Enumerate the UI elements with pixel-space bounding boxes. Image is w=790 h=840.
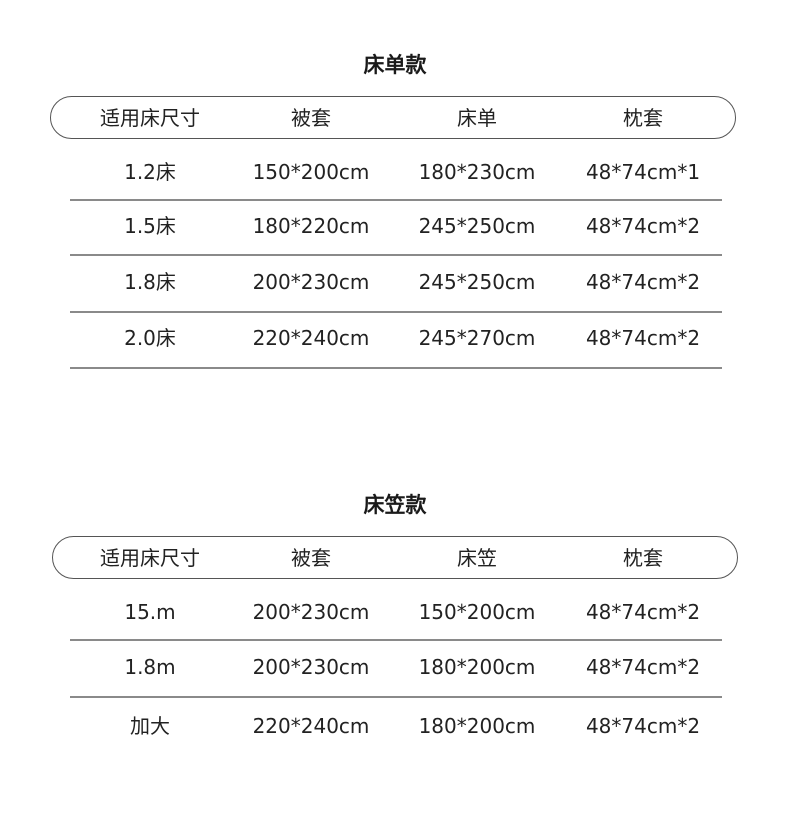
table-cell: 48*74cm*2 (585, 270, 701, 294)
table-cell: 48*74cm*2 (585, 655, 701, 679)
header-cell: 被套 (291, 106, 331, 130)
table-cell: 245*250cm (418, 270, 536, 294)
table-cell: 200*230cm (252, 270, 370, 294)
header-cell: 适用床尺寸 (100, 546, 200, 570)
table-title: 床单款 (363, 53, 427, 77)
table-cell: 48*74cm*1 (585, 160, 701, 184)
header-cell: 被套 (291, 546, 331, 570)
row-divider (70, 639, 722, 641)
table-cell: 200*230cm (252, 600, 370, 624)
table-cell: 245*270cm (418, 326, 536, 350)
table-header (50, 96, 736, 139)
table-cell: 245*250cm (418, 214, 536, 238)
row-divider (70, 254, 722, 256)
table-header (52, 536, 738, 579)
row-divider (70, 696, 722, 698)
table-cell: 220*240cm (252, 326, 370, 350)
table-cell: 200*230cm (252, 655, 370, 679)
table-cell: 150*200cm (418, 600, 536, 624)
row-divider (70, 311, 722, 313)
table-title: 床笠款 (363, 493, 427, 517)
header-cell: 床单 (457, 106, 497, 130)
table-cell: 48*74cm*2 (585, 214, 701, 238)
table-cell: 180*230cm (418, 160, 536, 184)
table-cell: 1.2床 (124, 160, 176, 184)
table-cell: 180*200cm (418, 655, 536, 679)
row-divider (70, 199, 722, 201)
table-cell: 2.0床 (124, 326, 176, 350)
header-cell: 枕套 (623, 106, 663, 130)
table-cell: 180*200cm (418, 714, 536, 738)
table-cell: 48*74cm*2 (585, 714, 701, 738)
table-cell: 220*240cm (252, 714, 370, 738)
header-cell: 适用床尺寸 (100, 106, 200, 130)
table-cell: 15.m (124, 600, 176, 624)
table-cell: 150*200cm (252, 160, 370, 184)
header-cell: 床笠 (457, 546, 497, 570)
row-divider (70, 367, 722, 369)
table-cell: 48*74cm*2 (585, 326, 701, 350)
table-cell: 180*220cm (252, 214, 370, 238)
table-cell: 1.8床 (124, 270, 176, 294)
table-cell: 48*74cm*2 (585, 600, 701, 624)
header-cell: 枕套 (623, 546, 663, 570)
table-cell: 1.5床 (124, 214, 176, 238)
table-cell: 加大 (130, 714, 170, 738)
table-cell: 1.8m (124, 655, 176, 679)
